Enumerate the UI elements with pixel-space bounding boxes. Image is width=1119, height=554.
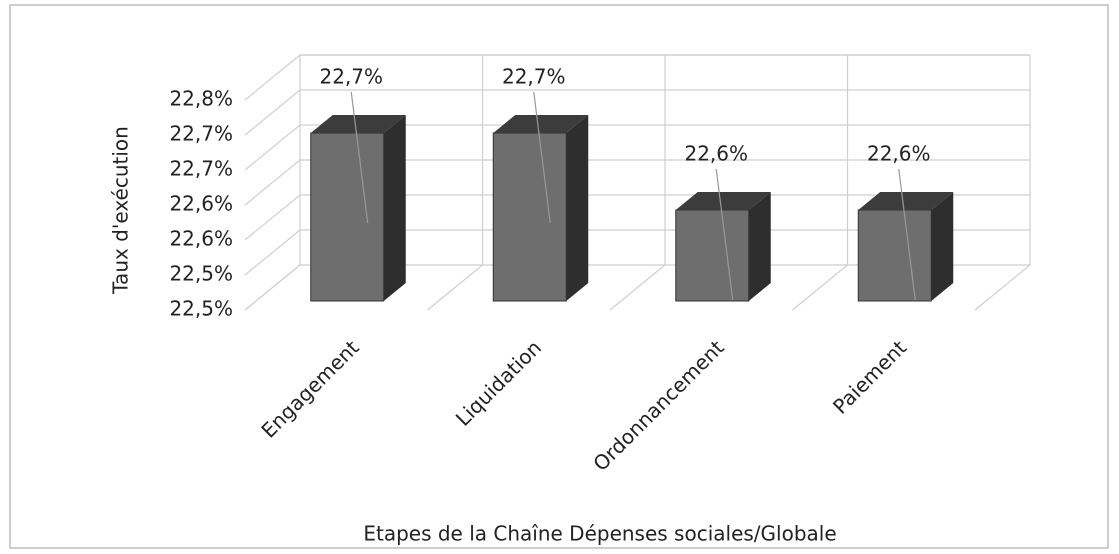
bar-front	[675, 209, 750, 302]
bar	[492, 115, 589, 302]
y-axis-label: Taux d'exécution	[109, 126, 133, 295]
bar	[857, 192, 954, 302]
bar-top	[493, 115, 589, 133]
leader-line	[715, 168, 734, 301]
value-label: 22,7%	[502, 65, 566, 89]
wall-divider	[609, 55, 666, 311]
bar-side	[566, 115, 589, 301]
value-label: 22,7%	[319, 65, 383, 89]
leader-line	[898, 168, 916, 301]
bar-front	[492, 132, 567, 302]
bar	[675, 192, 771, 302]
y-tick-label: 22,6%	[169, 227, 233, 251]
wall-divider	[792, 55, 849, 311]
y-tick-label: 22,6%	[169, 192, 233, 216]
bar-front	[857, 209, 932, 302]
wall-divider	[244, 55, 301, 311]
bar-top	[858, 192, 954, 210]
x-axis-label: Etapes de la Chaîne Dépenses sociales/Gl…	[363, 522, 836, 546]
bar-side	[931, 192, 954, 301]
y-tick-label: 22,5%	[169, 297, 233, 321]
y-tick-label: 22,7%	[169, 157, 233, 181]
leader-line	[350, 91, 369, 224]
value-label: 22,6%	[684, 142, 748, 166]
wall-divider	[974, 55, 1031, 311]
bar	[310, 115, 406, 302]
value-label: 22,6%	[867, 142, 931, 166]
leader-line	[533, 91, 551, 224]
y-tick-label: 22,7%	[169, 122, 233, 146]
bar-top	[675, 192, 771, 210]
bar-top	[310, 115, 406, 133]
wall-divider	[427, 55, 484, 311]
y-tick-label: 22,8%	[169, 87, 233, 111]
bar-side	[748, 192, 771, 301]
bar-front	[310, 132, 385, 302]
bar-side	[383, 115, 406, 301]
y-tick-label: 22,5%	[169, 262, 233, 286]
